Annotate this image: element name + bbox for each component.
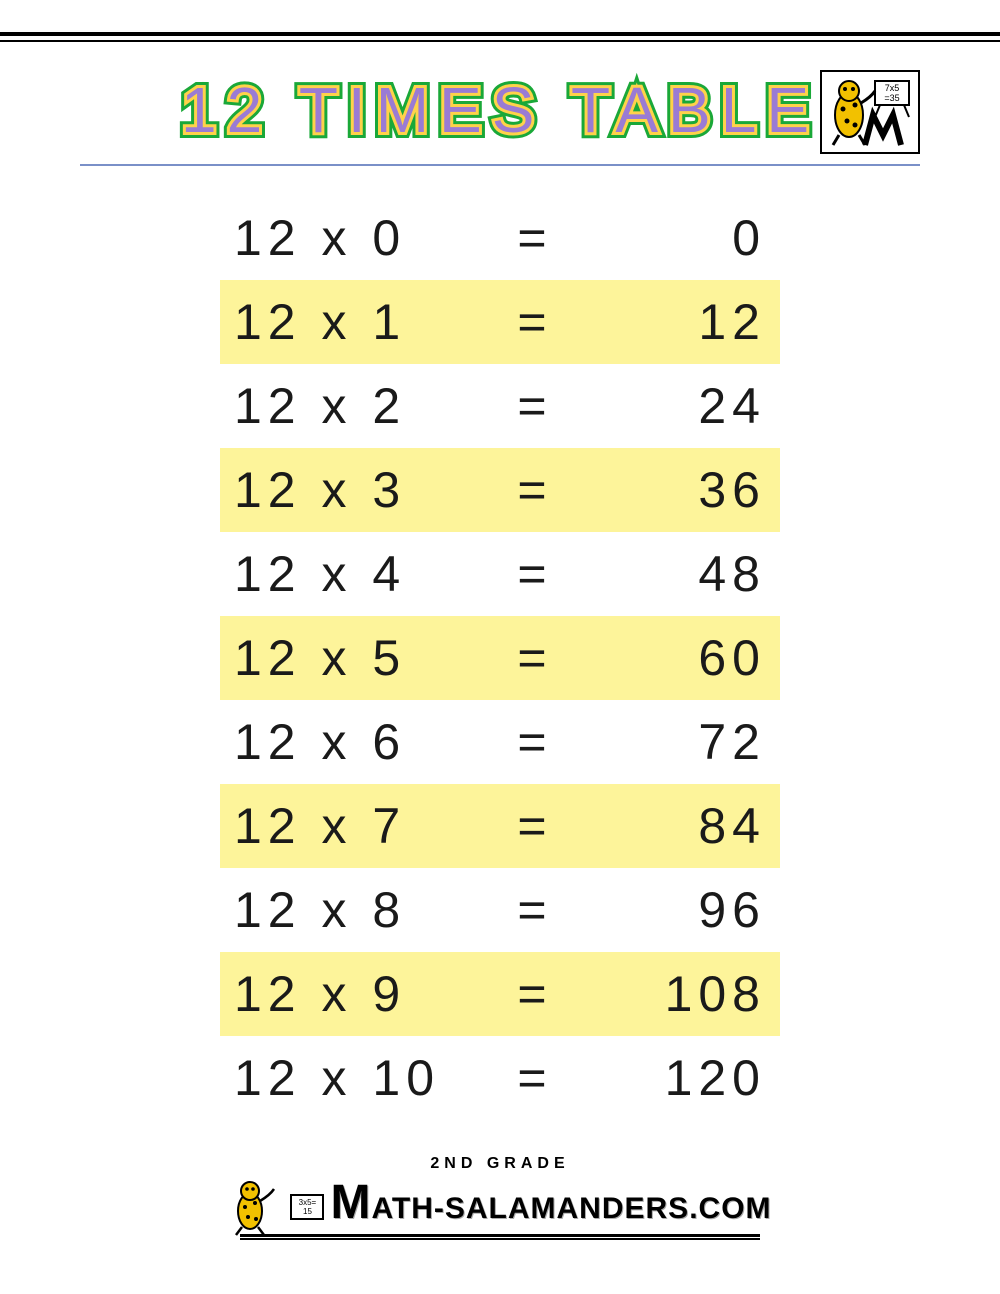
- table-row: 12 x 3=36: [220, 448, 780, 532]
- table-row: 12 x 5=60: [220, 616, 780, 700]
- equation-rhs: 84: [590, 797, 780, 855]
- footer-site-text: ATH-SALAMANDERS.COM: [371, 1192, 771, 1226]
- header-underline: [80, 164, 920, 166]
- svg-text:12 TIMES TABLE: 12 TIMES TABLE: [181, 74, 819, 146]
- equation-rhs: 120: [590, 1049, 780, 1107]
- equation-lhs: 12 x 10: [220, 1049, 480, 1107]
- table-row: 12 x 8=96: [220, 868, 780, 952]
- table-row: 12 x 10=120: [220, 1036, 780, 1120]
- table-row: 12 x 4=48: [220, 532, 780, 616]
- equals-sign: =: [480, 629, 590, 687]
- footer-grade-label: 2ND GRADE: [430, 1155, 569, 1173]
- equation-rhs: 24: [590, 377, 780, 435]
- table-row: 12 x 9=108: [220, 952, 780, 1036]
- equation-rhs: 48: [590, 545, 780, 603]
- equation-rhs: 60: [590, 629, 780, 687]
- svg-text:7x5: 7x5: [885, 83, 900, 93]
- equation-lhs: 12 x 3: [220, 461, 480, 519]
- equals-sign: =: [480, 713, 590, 771]
- footer-site-name: MATH-SALAMANDERS.COM: [330, 1188, 771, 1226]
- equation-rhs: 72: [590, 713, 780, 771]
- table-row: 12 x 1=12: [220, 280, 780, 364]
- equation-lhs: 12 x 2: [220, 377, 480, 435]
- footer: 2ND GRADE 3x5= 15 MATH-SALAMANDERS.COM: [0, 1155, 1000, 1240]
- equation-lhs: 12 x 8: [220, 881, 480, 939]
- header-logo: 7x5 =35: [820, 70, 920, 154]
- equals-sign: =: [480, 545, 590, 603]
- equation-lhs: 12 x 6: [220, 713, 480, 771]
- equals-sign: =: [480, 1049, 590, 1107]
- equation-rhs: 96: [590, 881, 780, 939]
- table-row: 12 x 6=72: [220, 700, 780, 784]
- table-row: 12 x 7=84: [220, 784, 780, 868]
- equals-sign: =: [480, 965, 590, 1023]
- page-title: 12 TIMES TABLE12 TIMES TABLE12 TIMES TAB…: [140, 66, 860, 156]
- salamander-icon: 7x5 =35: [825, 75, 915, 149]
- equation-lhs: 12 x 4: [220, 545, 480, 603]
- equals-sign: =: [480, 797, 590, 855]
- equals-sign: =: [480, 293, 590, 351]
- footer-mini-board: 3x5= 15: [290, 1194, 324, 1220]
- top-double-rule: [0, 32, 1000, 42]
- footer-salamander-icon: [228, 1177, 284, 1237]
- footer-big-m: M: [330, 1188, 371, 1218]
- equals-sign: =: [480, 461, 590, 519]
- equation-lhs: 12 x 9: [220, 965, 480, 1023]
- equation-rhs: 108: [590, 965, 780, 1023]
- equals-sign: =: [480, 881, 590, 939]
- equals-sign: =: [480, 377, 590, 435]
- mini-board-top: 3x5=: [299, 1198, 317, 1207]
- times-table: 12 x 0=012 x 1=1212 x 2=2412 x 3=3612 x …: [0, 196, 1000, 1120]
- equation-lhs: 12 x 7: [220, 797, 480, 855]
- equation-rhs: 0: [590, 209, 780, 267]
- svg-text:=35: =35: [884, 93, 899, 103]
- header: 12 TIMES TABLE12 TIMES TABLE12 TIMES TAB…: [80, 66, 920, 156]
- table-row: 12 x 2=24: [220, 364, 780, 448]
- equation-rhs: 12: [590, 293, 780, 351]
- table-row: 12 x 0=0: [220, 196, 780, 280]
- footer-branding: 3x5= 15 MATH-SALAMANDERS.COM: [228, 1177, 771, 1237]
- equation-lhs: 12 x 5: [220, 629, 480, 687]
- mini-board-bottom: 15: [303, 1207, 312, 1216]
- equation-lhs: 12 x 0: [220, 209, 480, 267]
- equation-lhs: 12 x 1: [220, 293, 480, 351]
- equals-sign: =: [480, 209, 590, 267]
- footer-double-rule: [240, 1234, 760, 1240]
- equation-rhs: 36: [590, 461, 780, 519]
